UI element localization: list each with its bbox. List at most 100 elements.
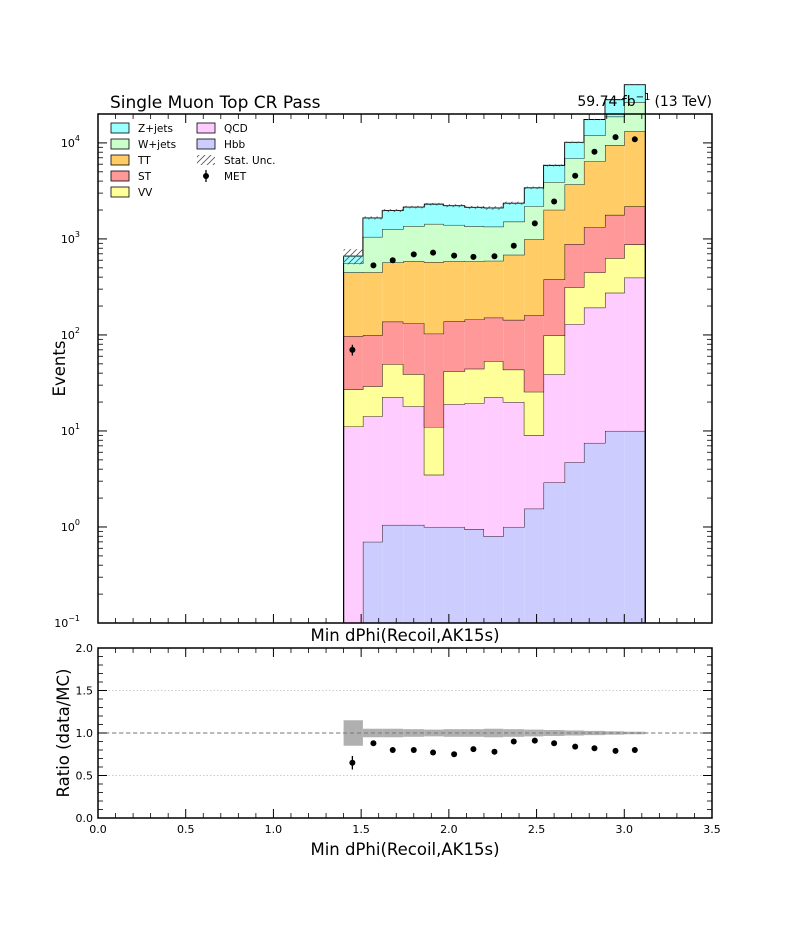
bar-qcd bbox=[403, 406, 425, 525]
bar-z-jets bbox=[464, 207, 484, 227]
data-point bbox=[410, 251, 417, 258]
bar-vv bbox=[382, 364, 404, 398]
bar-w-jets bbox=[382, 229, 404, 263]
bar-z-jets bbox=[403, 207, 425, 227]
ratio-x-tick-label: 1.0 bbox=[265, 823, 283, 836]
stat-unc-bin bbox=[583, 118, 605, 121]
ratio-x-tick-label: 0.5 bbox=[177, 823, 195, 836]
data-point bbox=[551, 198, 558, 205]
bar-qcd bbox=[362, 416, 383, 542]
bar-tt bbox=[464, 261, 484, 320]
ratio-x-tick-label: 2.0 bbox=[440, 823, 458, 836]
ratio-point bbox=[612, 747, 619, 754]
bar-st bbox=[624, 206, 646, 245]
bar-tt bbox=[583, 161, 605, 228]
bar-tt bbox=[443, 261, 465, 322]
bar-hbb bbox=[382, 524, 404, 623]
bar-w-jets bbox=[464, 226, 484, 262]
bar-z-jets bbox=[583, 119, 605, 136]
stat-unc-bin bbox=[503, 201, 525, 205]
data-point bbox=[370, 262, 377, 269]
data-point bbox=[470, 253, 477, 260]
data-point bbox=[612, 134, 619, 141]
ratio-point bbox=[531, 737, 538, 744]
bar-st bbox=[343, 336, 363, 390]
stacked-histogram bbox=[343, 84, 646, 624]
ratio-x-tick-label: 3.5 bbox=[703, 823, 721, 836]
bar-w-jets bbox=[483, 226, 504, 261]
y-tick-label: 10−1 bbox=[54, 614, 80, 630]
bar-qcd bbox=[464, 403, 484, 530]
legend-label-vv: VV bbox=[138, 187, 153, 199]
bar-w-jets bbox=[424, 223, 444, 263]
bar-tt bbox=[403, 261, 425, 324]
y-tick-exponent: 0 bbox=[75, 518, 80, 527]
ratio-point bbox=[349, 759, 356, 766]
bar-tt bbox=[543, 209, 565, 280]
ratio-point bbox=[451, 751, 458, 758]
ratio-unc-bin bbox=[464, 729, 484, 737]
lumi-energy: (13 TeV) bbox=[654, 94, 712, 110]
data-point bbox=[531, 220, 538, 227]
bar-st bbox=[382, 321, 404, 365]
ratio-ticks: 0.0 0.5 1.0 1.5 2.0 0.0 0.5 1.0 1.5 2.0 2.5 3.0 3.5 bbox=[76, 642, 721, 836]
bar-qcd bbox=[503, 402, 525, 527]
bar-z-jets bbox=[503, 203, 525, 222]
legend-label-hbb: Hbb bbox=[224, 139, 246, 151]
ratio-unc-bin bbox=[443, 729, 465, 737]
y-tick-label: 102 bbox=[61, 326, 80, 342]
bar-hbb bbox=[624, 430, 646, 623]
stat-unc-bin bbox=[604, 99, 625, 101]
legend-label-met: MET bbox=[224, 171, 247, 183]
bar-st bbox=[583, 227, 605, 273]
bar-tt bbox=[424, 262, 444, 334]
data-point bbox=[349, 346, 356, 353]
bar-vv bbox=[624, 244, 646, 278]
bar-w-jets bbox=[604, 116, 625, 146]
bar-tt bbox=[343, 272, 363, 337]
bar-w-jets bbox=[624, 101, 646, 132]
bar-tt bbox=[524, 239, 544, 316]
ratio-y-tick-label: 1.5 bbox=[76, 685, 94, 698]
ratio-frame bbox=[97, 647, 713, 819]
ratio-x-tick-label: 0.0 bbox=[89, 823, 107, 836]
bar-tt bbox=[624, 131, 646, 207]
y-tick-exponent: 2 bbox=[75, 326, 80, 335]
stat-unc-bin bbox=[362, 216, 383, 220]
bar-w-jets bbox=[403, 226, 425, 262]
bar-vv bbox=[543, 335, 565, 375]
bar-st bbox=[543, 279, 565, 336]
stat-unc-bin bbox=[624, 84, 646, 86]
main-x-axis-label: Min dPhi(Recoil,AK15s) bbox=[310, 626, 499, 645]
bar-z-jets bbox=[362, 217, 383, 237]
data-point bbox=[491, 253, 498, 260]
bar-w-jets bbox=[564, 158, 584, 185]
ratio-unc-bin bbox=[624, 731, 646, 735]
ratio-point bbox=[591, 745, 598, 752]
main-y-axis-label: Events bbox=[50, 341, 69, 397]
bar-hbb bbox=[543, 482, 565, 623]
bar-qcd bbox=[483, 397, 504, 537]
ratio-x-tick-label: 1.5 bbox=[352, 823, 370, 836]
bar-st bbox=[464, 319, 484, 369]
bar-hbb bbox=[483, 536, 504, 623]
lumi-exponent: −1 bbox=[636, 92, 651, 103]
bar-vv bbox=[483, 361, 504, 398]
stat-unc-bin bbox=[443, 204, 465, 208]
bar-hbb bbox=[464, 529, 484, 623]
bar-z-jets bbox=[382, 210, 404, 230]
y-tick-exponent: 3 bbox=[75, 230, 80, 239]
bar-qcd bbox=[524, 435, 544, 509]
ratio-y-axis-label: Ratio (data/MC) bbox=[54, 669, 73, 798]
ratio-points bbox=[349, 737, 638, 770]
legend-swatch-qcd bbox=[196, 122, 216, 134]
bar-hbb bbox=[503, 526, 525, 623]
bar-z-jets bbox=[443, 205, 465, 225]
bar-vv bbox=[464, 368, 484, 404]
bar-st bbox=[524, 315, 544, 392]
legend: Z+jets W+jets TT ST VV QCD Hbb Stat. Unc. MET bbox=[110, 122, 275, 199]
y-tick-label: 101 bbox=[61, 422, 80, 438]
bar-hbb bbox=[403, 524, 425, 623]
